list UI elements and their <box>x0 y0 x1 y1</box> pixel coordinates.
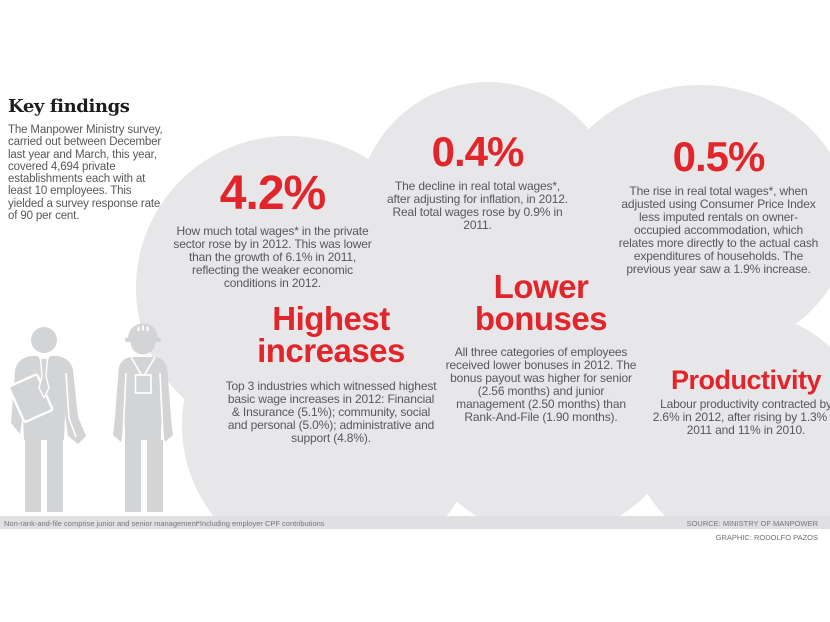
section-lower-bonuses-description: All three categories of employees receiv… <box>445 345 637 425</box>
footnote-nonrank: Non-rank-and-file comprise junior and se… <box>4 519 198 528</box>
construction-worker-silhouette-icon <box>113 323 173 512</box>
stat-real-wages-decline-description: The decline in real total wages*, after … <box>387 179 568 233</box>
section-productivity-description: Labour productivity contracted by 2.6% i… <box>652 397 830 438</box>
stat-total-wages-description: How much total wages* in the private sec… <box>173 224 372 291</box>
stat-total-wages: 4.2% How much total wages* in the privat… <box>170 170 375 290</box>
key-findings-panel: Key findings The Manpower Ministry surve… <box>8 96 164 222</box>
footnote-cpf: *Including employer CPF contributions <box>197 519 325 528</box>
key-findings-title: Key findings <box>8 96 130 117</box>
workers-silhouette-graphic <box>8 323 173 512</box>
credit-label: GRAPHIC: RODOLFO PAZOS <box>715 533 818 542</box>
section-highest-increases-description: Top 3 industries which witnessed highest… <box>225 379 437 446</box>
section-highest-increases: Highest increases Top 3 industries which… <box>225 300 437 446</box>
stat-real-wages-cpi: 0.5% The rise in real total wages*, when… <box>616 136 821 277</box>
stat-real-wages-decline: 0.4% The decline in real total wages*, a… <box>385 131 570 232</box>
section-productivity: Productivity Labour productivity contrac… <box>650 365 830 438</box>
section-lower-bonuses: Lower bonuses All three categories of em… <box>443 268 639 425</box>
section-productivity-title: Productivity <box>670 365 822 395</box>
section-highest-increases-title: Highest increases <box>257 300 405 369</box>
stat-total-wages-value: 4.2% <box>219 167 326 220</box>
businessman-silhouette-icon <box>8 327 86 512</box>
footnote-bar <box>0 516 830 529</box>
stat-real-wages-cpi-description: The rise in real total wages*, when adju… <box>618 184 819 277</box>
stat-real-wages-decline-value: 0.4% <box>431 128 525 175</box>
background-circle-cloud <box>136 82 830 516</box>
source-label: SOURCE: MINISTRY OF MANPOWER <box>686 519 818 528</box>
key-findings-body: The Manpower Ministry survey, carried ou… <box>8 124 163 223</box>
stat-real-wages-cpi-value: 0.5% <box>672 133 766 180</box>
section-lower-bonuses-title: Lower bonuses <box>474 268 608 337</box>
